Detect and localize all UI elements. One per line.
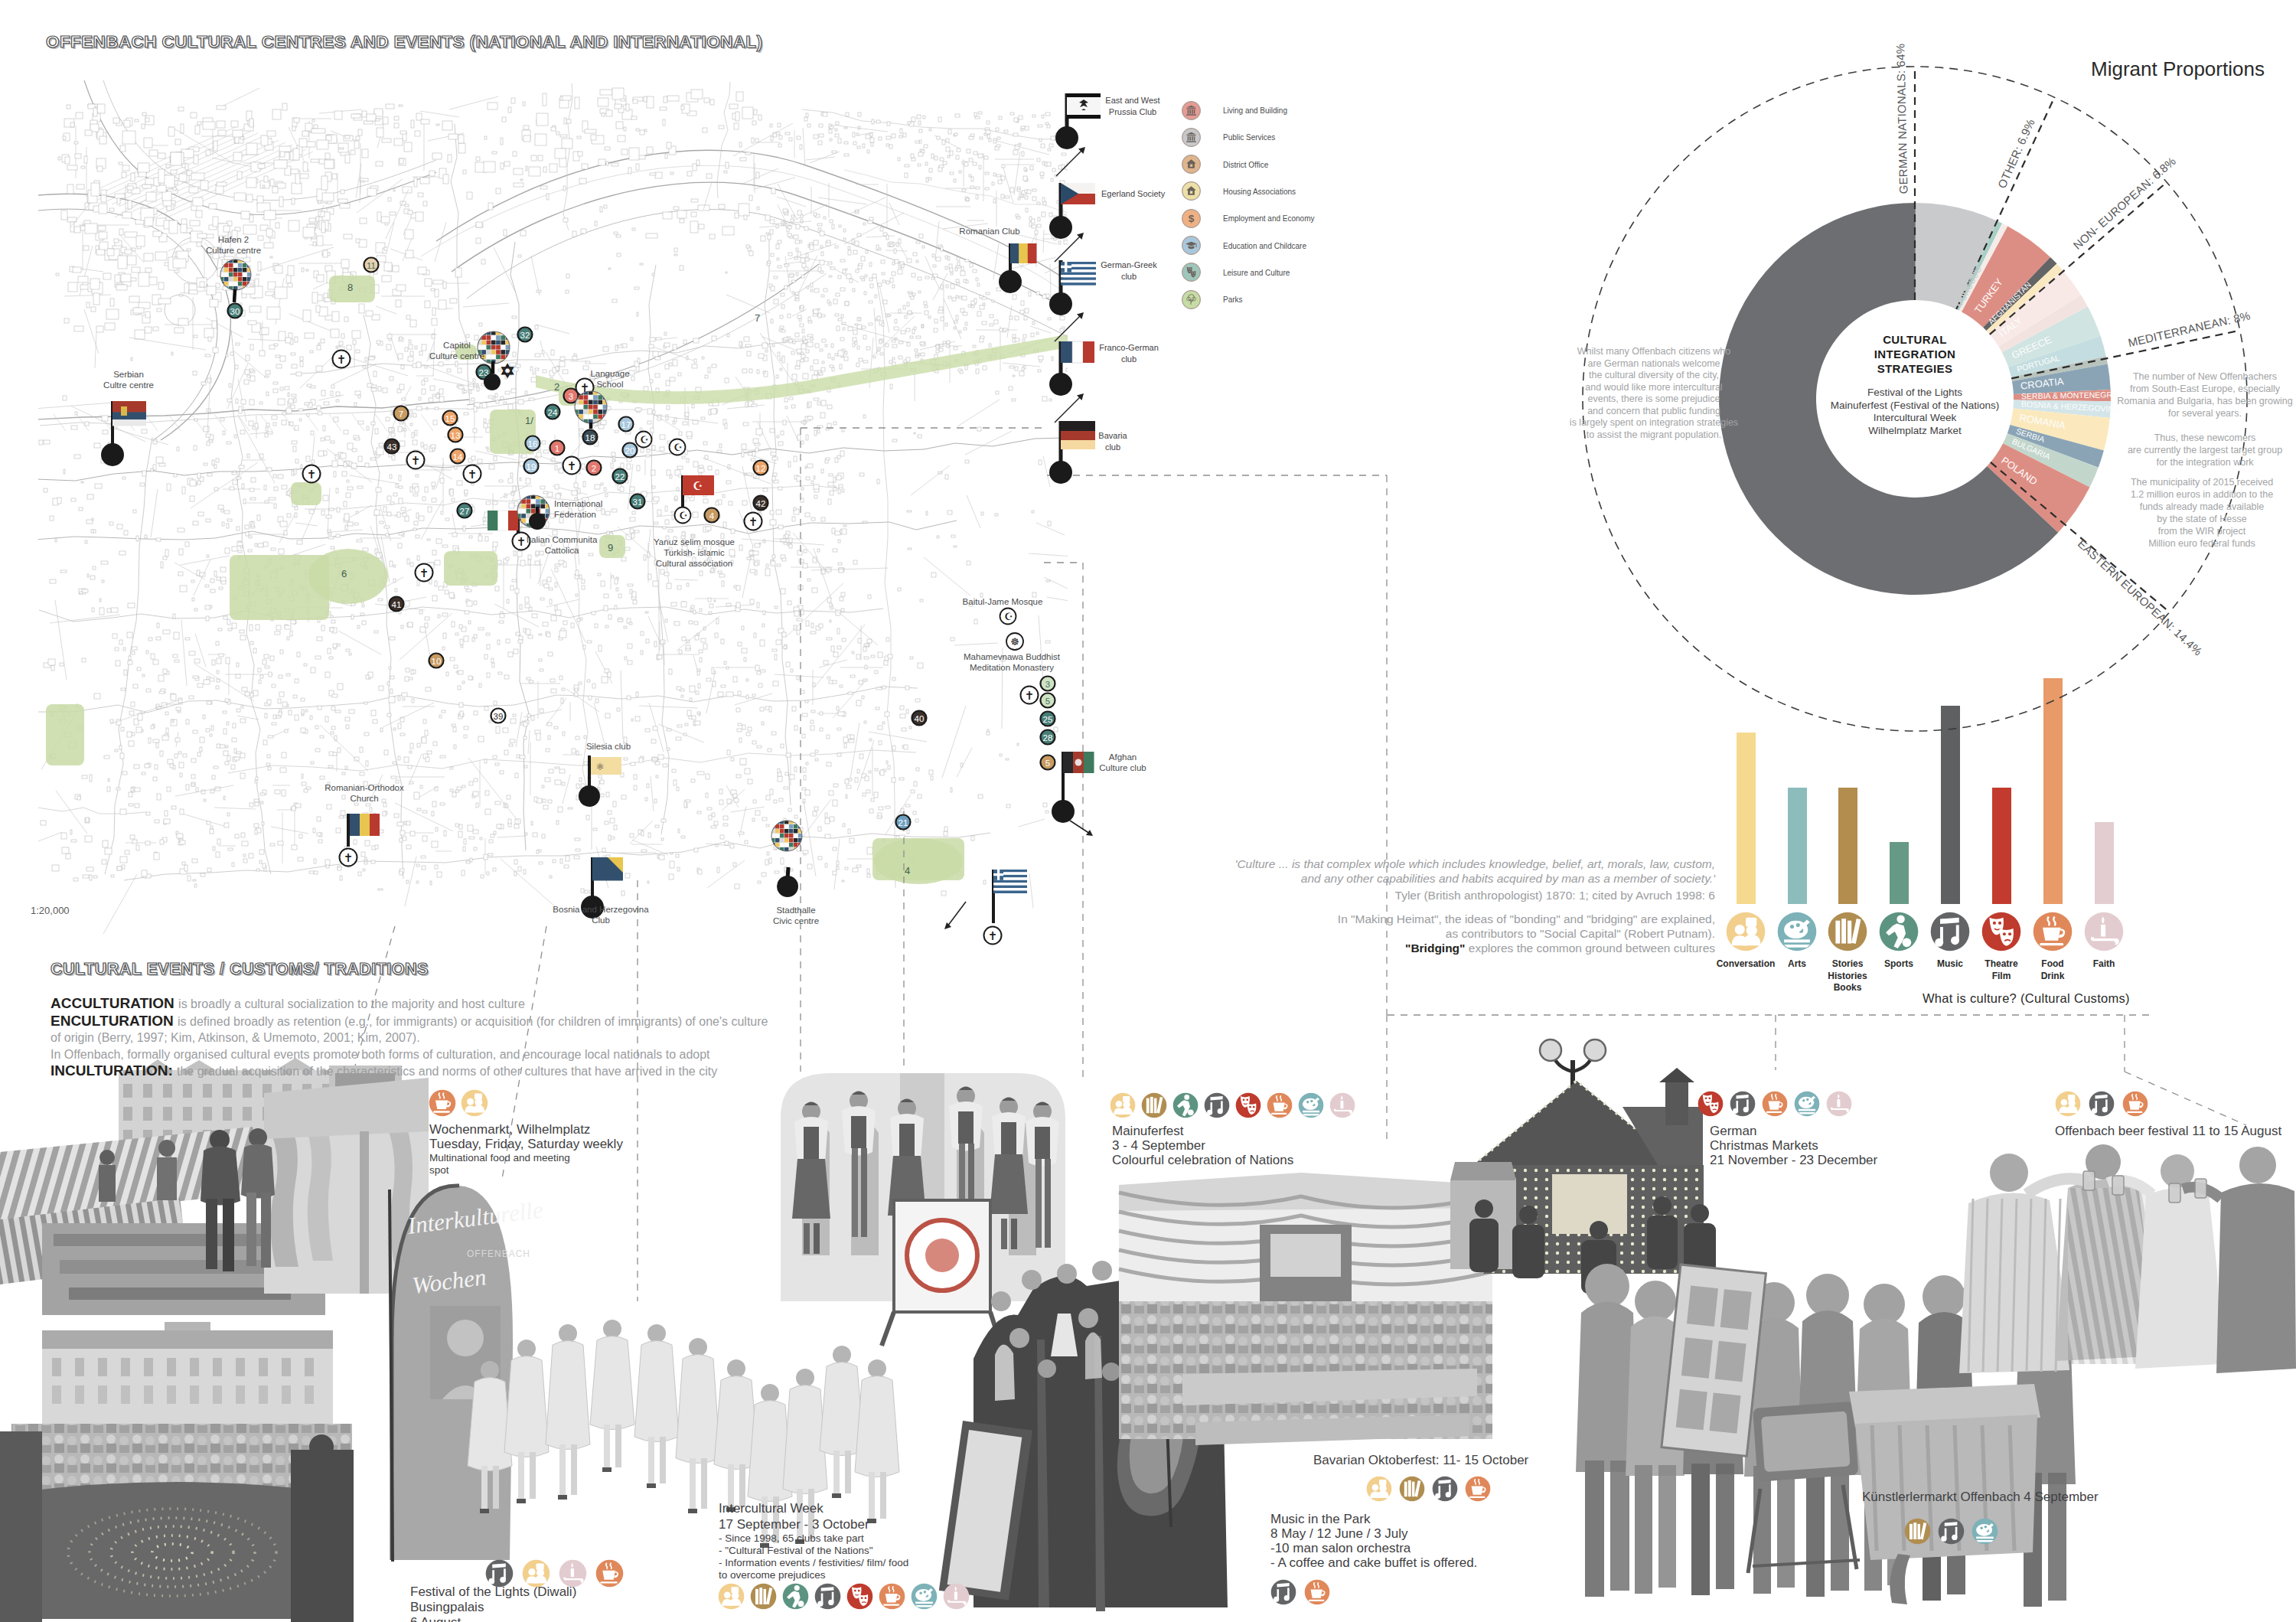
svg-text:4: 4 <box>709 511 715 521</box>
svg-text:3: 3 <box>1045 680 1050 689</box>
svg-text:☪: ☪ <box>1004 611 1013 622</box>
svg-text:☪: ☪ <box>693 479 703 492</box>
svg-text:✡: ✡ <box>500 361 515 381</box>
svg-text:11: 11 <box>367 261 376 270</box>
svg-text:☪: ☪ <box>679 510 688 521</box>
svg-text:20: 20 <box>625 446 635 455</box>
svg-text:✝: ✝ <box>1025 690 1035 702</box>
svg-text:39: 39 <box>494 712 504 721</box>
svg-text:16: 16 <box>528 439 538 449</box>
svg-text:⚛: ⚛ <box>595 761 605 772</box>
svg-text:☪: ☪ <box>673 442 683 453</box>
svg-text:43: 43 <box>387 442 397 452</box>
svg-text:✝: ✝ <box>411 455 421 467</box>
svg-text:3: 3 <box>569 392 573 401</box>
svg-text:32: 32 <box>520 331 530 340</box>
svg-text:13: 13 <box>451 431 461 440</box>
svg-text:☪: ☪ <box>640 434 649 445</box>
svg-text:✝: ✝ <box>419 567 429 579</box>
svg-text:42: 42 <box>756 499 766 508</box>
svg-text:✝: ✝ <box>468 468 478 481</box>
svg-text:✝: ✝ <box>307 468 317 481</box>
svg-text:✝: ✝ <box>988 930 998 942</box>
svg-text:22: 22 <box>615 472 625 481</box>
svg-text:2: 2 <box>592 464 596 473</box>
svg-text:✝: ✝ <box>748 516 758 528</box>
svg-text:30: 30 <box>230 307 240 316</box>
svg-text:12: 12 <box>756 464 766 473</box>
svg-text:40: 40 <box>915 714 925 723</box>
svg-text:7: 7 <box>399 410 403 419</box>
svg-text:41: 41 <box>392 600 402 609</box>
svg-text:1: 1 <box>555 444 559 453</box>
svg-text:25: 25 <box>1043 715 1053 724</box>
svg-text:5: 5 <box>1045 697 1050 706</box>
svg-text:19: 19 <box>527 462 536 472</box>
svg-text:✝: ✝ <box>344 852 354 864</box>
svg-text:18: 18 <box>585 433 595 442</box>
svg-text:☸: ☸ <box>1010 636 1019 648</box>
svg-text:27: 27 <box>460 507 470 516</box>
svg-text:28: 28 <box>1043 733 1053 742</box>
svg-text:24: 24 <box>548 408 558 417</box>
svg-text:10: 10 <box>432 657 442 666</box>
svg-text:✝: ✝ <box>337 354 347 366</box>
svg-text:✝: ✝ <box>567 460 577 472</box>
svg-text:14: 14 <box>453 452 463 462</box>
svg-text:21: 21 <box>899 818 908 827</box>
svg-text:17: 17 <box>621 420 631 429</box>
svg-text:15: 15 <box>445 414 455 423</box>
